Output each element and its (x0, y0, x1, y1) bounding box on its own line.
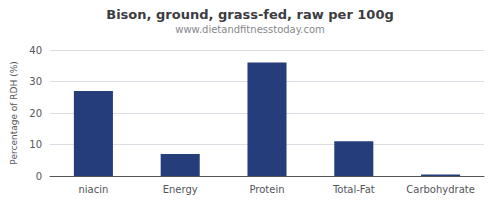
svg-text:Carbohydrate: Carbohydrate (406, 184, 475, 195)
svg-text:Total-Fat: Total-Fat (332, 184, 375, 195)
svg-text:20: 20 (29, 108, 42, 119)
svg-text:Percentage of RDH (%): Percentage of RDH (%) (9, 61, 19, 164)
svg-text:niacin: niacin (78, 184, 108, 195)
svg-text:www.dietandfitnesstoday.com: www.dietandfitnesstoday.com (175, 24, 324, 35)
svg-text:Protein: Protein (249, 184, 284, 195)
svg-text:0: 0 (36, 171, 42, 182)
svg-text:Bison, ground, grass-fed, raw: Bison, ground, grass-fed, raw per 100g (106, 7, 394, 22)
svg-text:10: 10 (29, 139, 42, 150)
svg-text:Energy: Energy (163, 184, 198, 195)
svg-text:40: 40 (29, 45, 42, 56)
svg-text:30: 30 (29, 76, 42, 87)
